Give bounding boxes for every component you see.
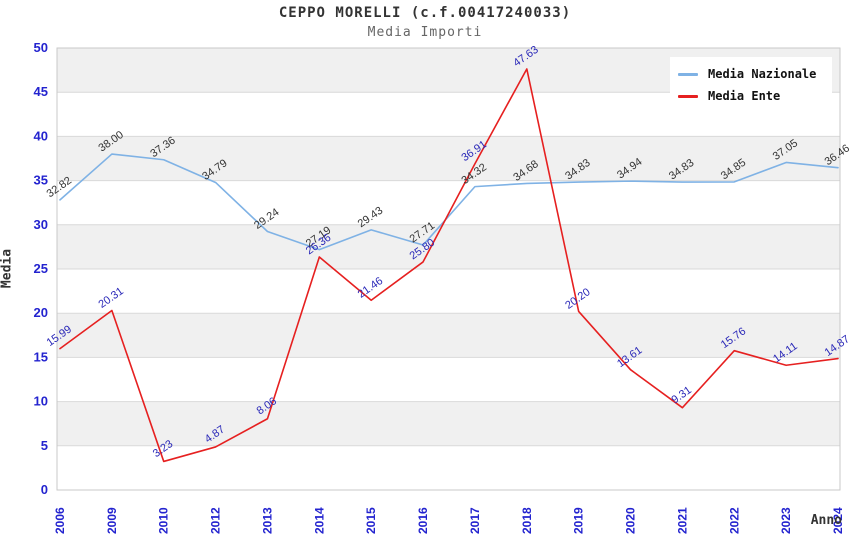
chart-subtitle: Media Importi (367, 25, 483, 40)
y-tick-label: 20 (34, 305, 48, 320)
legend-label: Media Nazionale (708, 67, 817, 81)
y-tick-label: 50 (34, 40, 48, 55)
plot-band (57, 224, 840, 269)
y-tick-label: 25 (34, 261, 48, 276)
y-tick-label: 10 (34, 394, 48, 409)
x-tick-label: 2023 (779, 507, 793, 534)
media-nazionale-line-swatch-icon (678, 72, 698, 76)
y-tick-label: 35 (34, 173, 48, 188)
x-tick-label: 2012 (209, 507, 223, 534)
series-line-media-ente[interactable] (59, 68, 839, 463)
plot-band (57, 401, 840, 446)
x-axis-title: Anno (810, 513, 842, 528)
series-line-media-nazionale[interactable] (59, 153, 839, 251)
y-axis-title: Media (0, 248, 15, 289)
plot-band (57, 313, 840, 358)
y-tick-label: 45 (34, 84, 48, 99)
legend-label: Media Ente (708, 89, 781, 103)
x-tick-label: 2018 (520, 507, 534, 534)
y-tick-label: 5 (41, 438, 48, 453)
y-tick-label: 15 (34, 349, 48, 364)
x-tick-label: 2024 (831, 507, 845, 534)
legend-item-media-ente[interactable]: Media Ente (678, 85, 824, 107)
x-tick-label: 2014 (312, 507, 326, 534)
x-tick-label: 2021 (675, 507, 689, 534)
y-tick-label: 0 (41, 482, 48, 497)
x-tick-label: 2016 (416, 507, 430, 534)
x-tick-label: 2006 (53, 507, 67, 534)
y-tick-label: 30 (34, 217, 48, 232)
plot-border (56, 47, 841, 491)
x-tick-label: 2017 (468, 507, 482, 534)
x-tick-label: 2010 (157, 507, 171, 534)
media-ente-line-swatch-icon (678, 94, 698, 98)
chart-legend: Media Nazionale Media Ente (670, 57, 832, 113)
x-tick-label: 2009 (105, 507, 119, 534)
x-tick-label: 2019 (572, 507, 586, 534)
legend-item-media-nazionale[interactable]: Media Nazionale (678, 63, 824, 85)
chart-title: CEPPO MORELLI (c.f.00417240033) (278, 5, 572, 21)
x-tick-label: 2015 (364, 507, 378, 534)
x-tick-label: 2013 (260, 507, 274, 534)
y-tick-label: 40 (34, 128, 48, 143)
x-tick-label: 2022 (727, 507, 741, 534)
plot-band (57, 136, 840, 181)
x-tick-label: 2020 (624, 507, 638, 534)
